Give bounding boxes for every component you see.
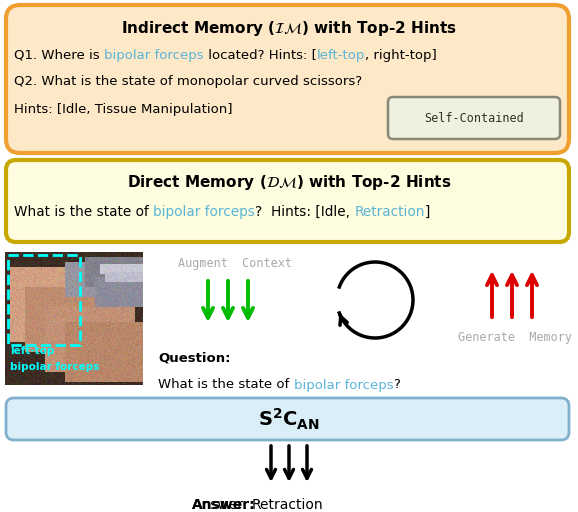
Text: bipolar forceps: bipolar forceps	[153, 205, 255, 219]
Text: Hints: [Idle, Tissue Manipulation]: Hints: [Idle, Tissue Manipulation]	[14, 102, 232, 116]
Bar	[8, 255, 80, 345]
Text: Indirect Memory ($\mathcal{IM}$) with Top-2 Hints: Indirect Memory ($\mathcal{IM}$) with To…	[121, 18, 457, 37]
FancyBboxPatch shape	[6, 5, 569, 153]
Text: Self-Contained: Self-Contained	[424, 112, 524, 124]
FancyBboxPatch shape	[388, 97, 560, 139]
Text: , right-top]: , right-top]	[365, 49, 436, 61]
Text: Augment  Context: Augment Context	[178, 257, 292, 269]
Text: Direct Memory ($\mathcal{DM}$) with Top-2 Hints: Direct Memory ($\mathcal{DM}$) with Top-…	[127, 173, 451, 191]
Text: ?: ?	[393, 378, 400, 392]
Text: What is the state of: What is the state of	[158, 378, 294, 392]
Text: Retraction: Retraction	[252, 498, 323, 512]
Text: What is the state of: What is the state of	[14, 205, 153, 219]
FancyBboxPatch shape	[6, 398, 569, 440]
Text: Q1. Where is: Q1. Where is	[14, 49, 104, 61]
Text: left-top: left-top	[316, 49, 365, 61]
Text: $\mathbf{S^2}$$\mathbf{C_{AN}}$: $\mathbf{S^2}$$\mathbf{C_{AN}}$	[258, 407, 320, 432]
Text: Retraction: Retraction	[354, 205, 425, 219]
Text: bipolar forceps: bipolar forceps	[10, 362, 99, 372]
Text: bipolar forceps: bipolar forceps	[104, 49, 203, 61]
Text: Generate  Memory: Generate Memory	[458, 331, 572, 345]
Text: Q2. What is the state of monopolar curved scissors?: Q2. What is the state of monopolar curve…	[14, 75, 362, 89]
Text: located? Hints: [: located? Hints: [	[203, 49, 316, 61]
Text: ?  Hints: [Idle,: ? Hints: [Idle,	[255, 205, 354, 219]
Text: left-top: left-top	[10, 346, 54, 356]
Text: Answer:: Answer:	[192, 498, 255, 512]
FancyBboxPatch shape	[6, 160, 569, 242]
Text: Answer:: Answer:	[192, 498, 252, 512]
Text: Question:: Question:	[158, 352, 231, 365]
Text: ]: ]	[425, 205, 430, 219]
Text: bipolar forceps: bipolar forceps	[294, 378, 393, 392]
